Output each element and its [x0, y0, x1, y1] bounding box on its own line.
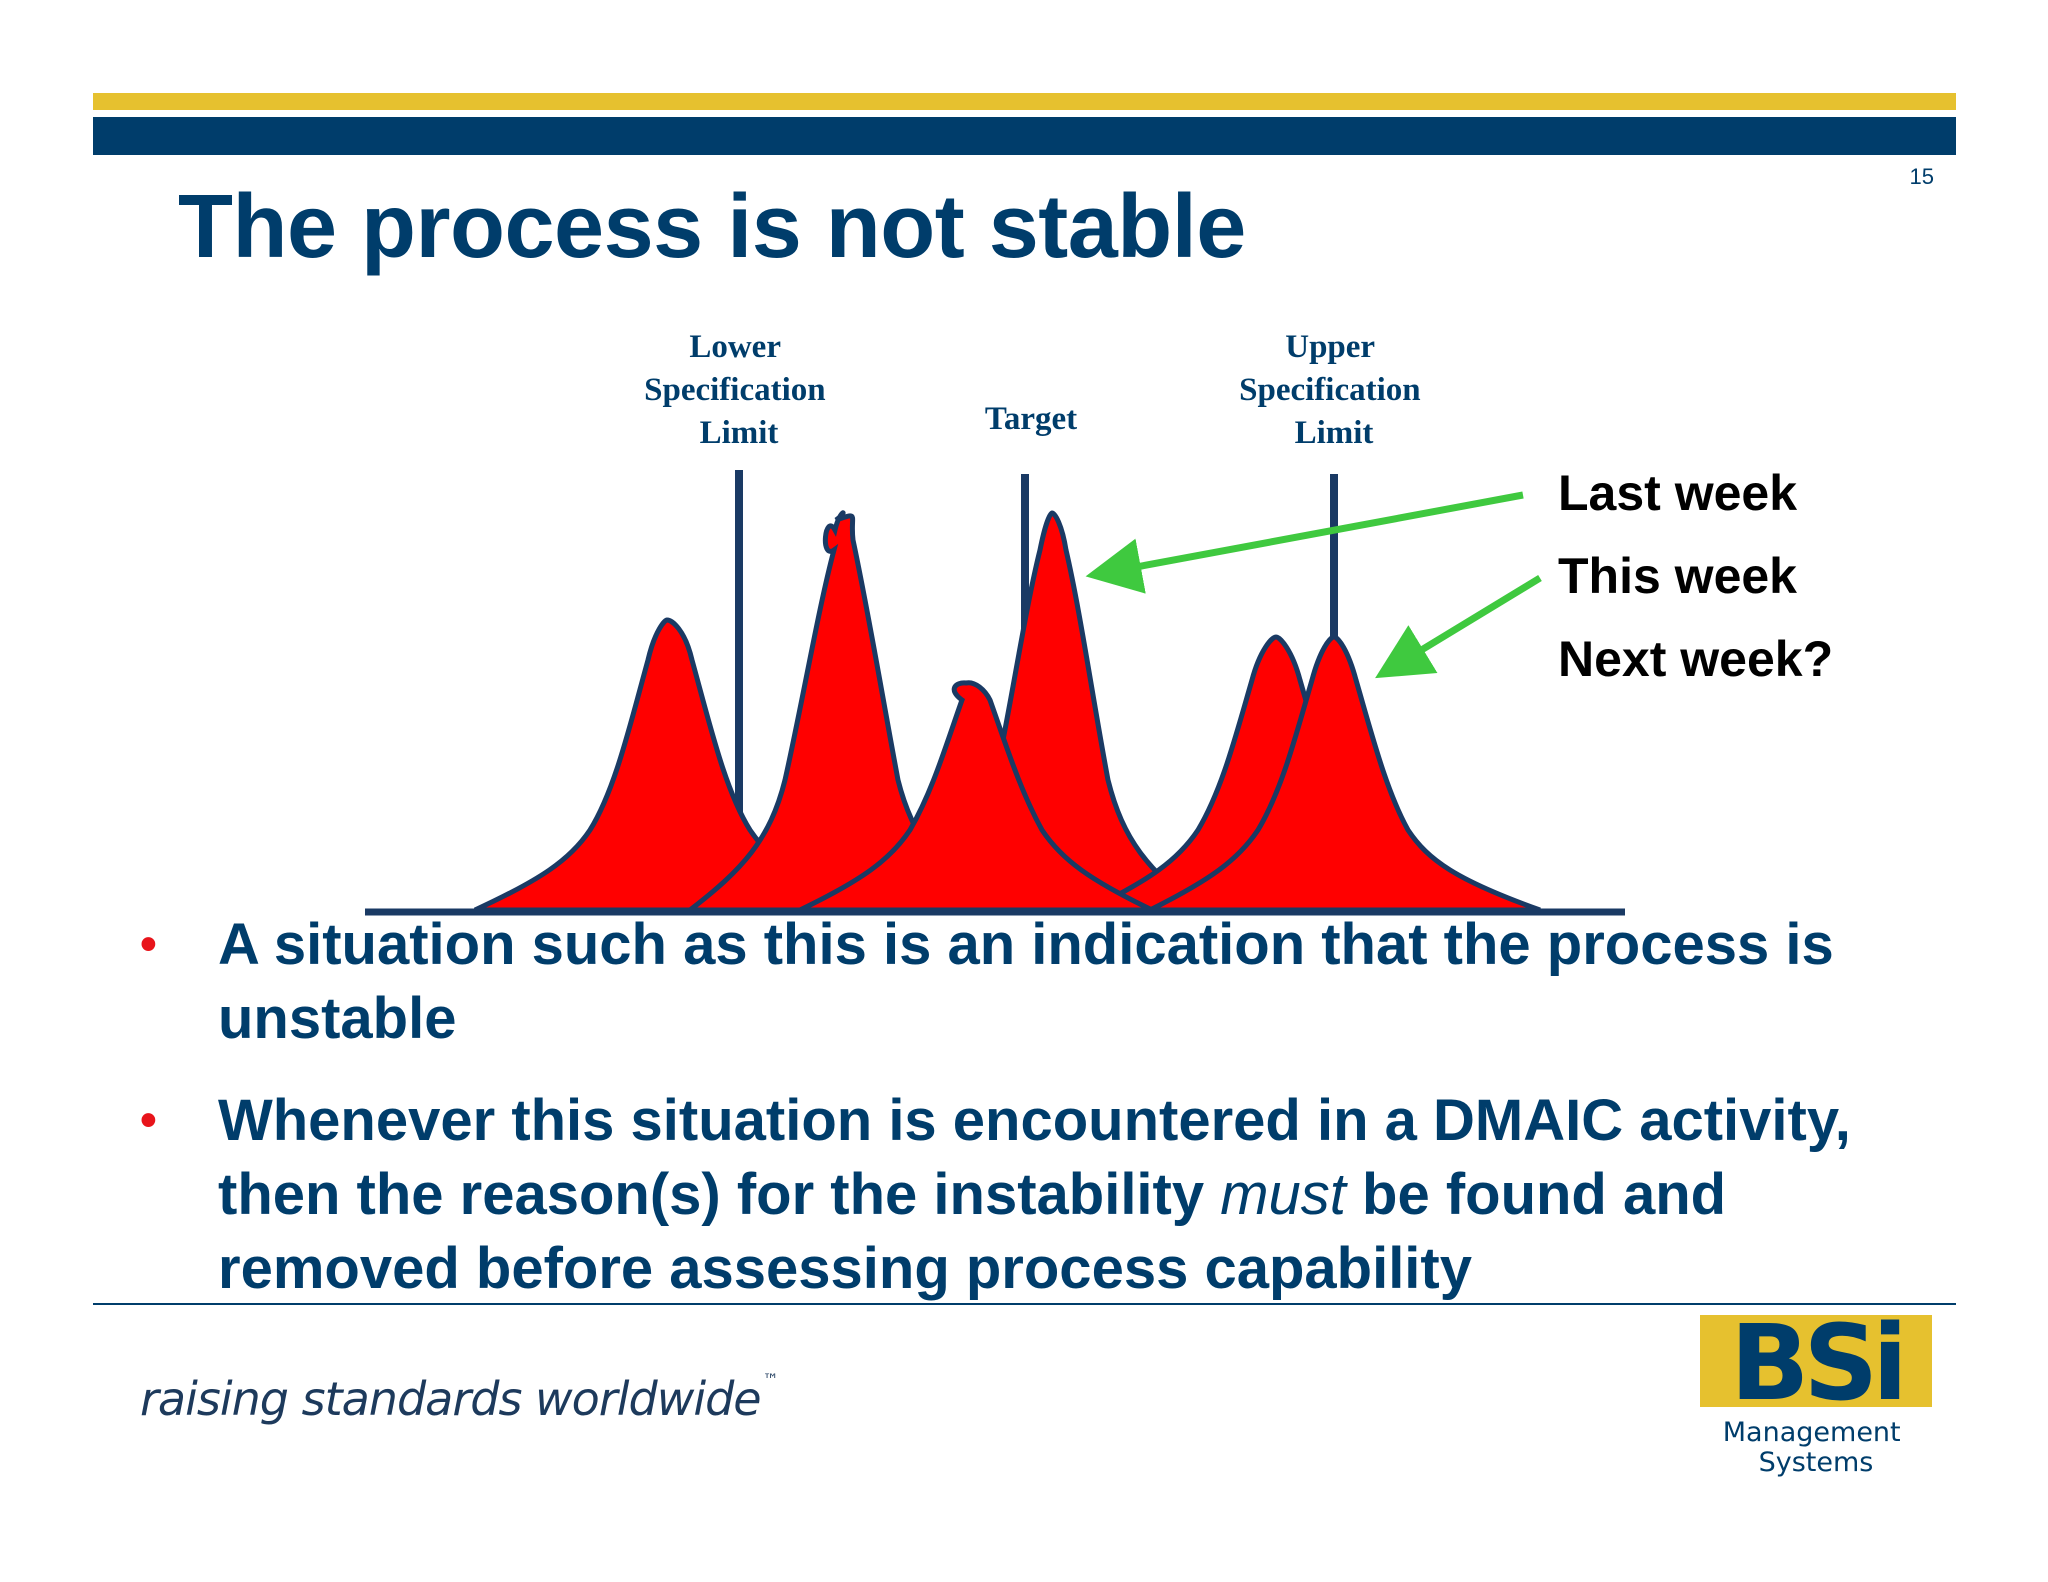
bullet-text: A situation such as this is an indicatio…	[218, 912, 1834, 1051]
logo-caption: Management Systems	[1723, 1417, 1909, 1478]
legend-last-week: Last week	[1558, 465, 1797, 521]
logo-wordmark: BSi	[1730, 1313, 1902, 1424]
legend-next-week: Next week?	[1558, 631, 1833, 687]
trademark-mark: ™	[762, 1370, 779, 1389]
lsl-label: Lower Specification Limit	[644, 329, 834, 451]
bullet-text-end: be found and removed before assessing pr…	[218, 1162, 1727, 1301]
bsi-logo: BSi Management Systems	[1700, 1313, 1932, 1478]
bullet-emphasis: must	[1220, 1162, 1346, 1227]
bullet-marker: •	[140, 918, 157, 971]
bullet-item: • A situation such as this is an indicat…	[140, 908, 1900, 1056]
header-navy-bar	[93, 117, 1956, 155]
bullet-item: • Whenever this situation is encountered…	[140, 1084, 1900, 1306]
footer-tagline: raising standards worldwide ™	[140, 1370, 779, 1426]
slide-title: The process is not stable	[178, 177, 1246, 277]
bullet-list: • A situation such as this is an indicat…	[140, 908, 1900, 1334]
arrow-last-week	[1085, 491, 1524, 594]
usl-label: Upper Specification Limit	[1239, 329, 1429, 451]
bullet-marker: •	[140, 1094, 157, 1147]
bullet-text-start: Whenever this situation is encountered i…	[218, 1088, 1851, 1227]
distribution-curve	[473, 617, 867, 913]
distribution-curve	[1148, 634, 1541, 913]
footer-rule	[93, 1303, 1956, 1305]
target-label: Target	[985, 401, 1077, 437]
arrow-this-week	[1375, 575, 1542, 679]
distribution-curve	[798, 680, 1154, 913]
distribution-curve	[682, 510, 998, 913]
header-gold-bar	[93, 93, 1956, 110]
legend-this-week: This week	[1558, 548, 1797, 604]
slide-number: 15	[1909, 164, 1934, 189]
